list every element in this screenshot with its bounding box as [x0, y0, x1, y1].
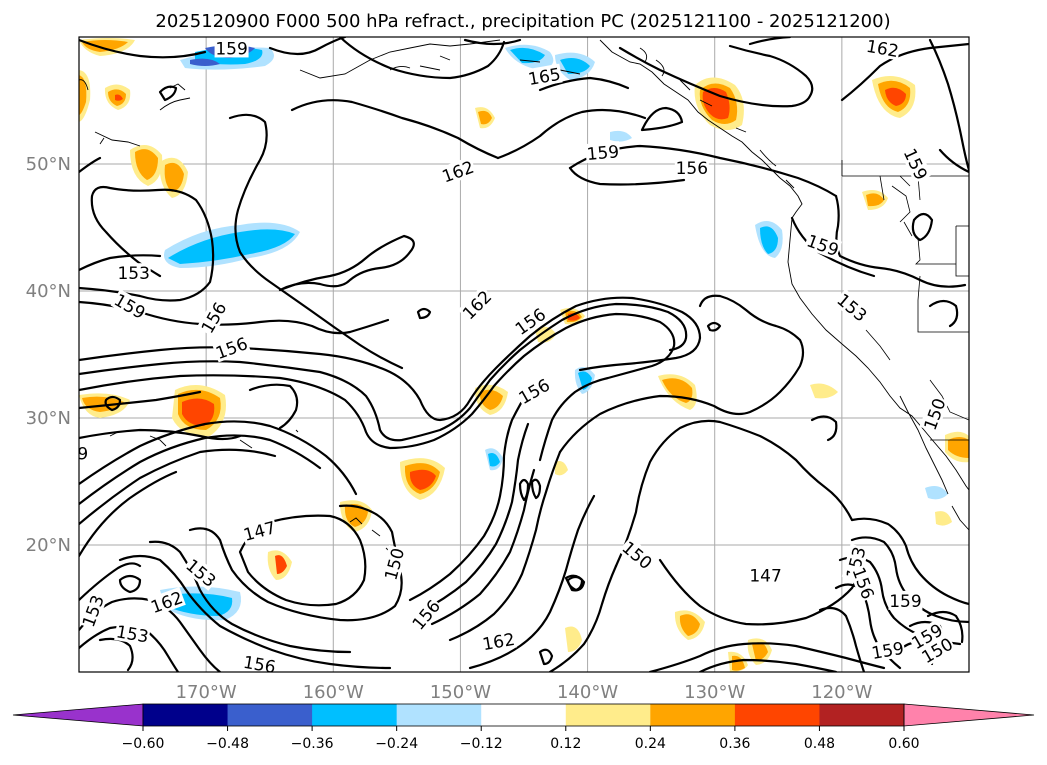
contour-label: 162: [864, 37, 902, 62]
latitude-labels: 50°N 40°N 30°N 20°N: [26, 154, 71, 556]
contour-label: 156: [241, 651, 279, 678]
contour-label-text: 147: [749, 566, 781, 586]
contour-label-background: [114, 621, 151, 646]
colorbar-tick-label: −0.60: [122, 736, 165, 752]
contour-label-background: [240, 516, 279, 545]
contour-label-background: [147, 586, 186, 617]
colorbar-tick-label: 0.60: [888, 736, 919, 752]
contour-label-background: [525, 63, 563, 89]
colorbar-cell: [650, 704, 736, 726]
contour-label-background: [748, 565, 783, 585]
contour-label-background: [864, 37, 902, 61]
contour-label-background: [917, 633, 957, 667]
contour-label-background: [212, 332, 251, 363]
contour-label-text: 9: [77, 445, 88, 465]
contour-label: 159: [869, 637, 906, 664]
colorbar-tick-label: 0.24: [635, 736, 666, 752]
contour-label-background: [510, 303, 550, 339]
colorbar-extend-high: [903, 703, 1035, 727]
lat-tick-label: 30°N: [26, 408, 71, 429]
colorbar-tick-label: −0.36: [291, 736, 334, 752]
contour-label-background: [79, 443, 90, 463]
colorbar-extend-low: [12, 703, 144, 727]
colorbar-tick-label: 0.48: [804, 736, 835, 752]
contour-label-background: [514, 374, 554, 408]
contour-label-text: 156: [676, 159, 708, 179]
colorbar-cell: [227, 704, 313, 726]
contour-label-text: 153: [117, 264, 149, 284]
contour-label-background: [196, 297, 231, 337]
colorbar-cell: [396, 704, 482, 726]
contour-label-text: 159: [586, 142, 620, 165]
contour-label-background: [457, 285, 496, 324]
contour-label-background: [803, 230, 843, 260]
contour-label-text: 159: [889, 592, 921, 612]
contour-label: 153: [116, 263, 151, 284]
contour-label-background: [241, 651, 279, 672]
lat-tick-label: 40°N: [26, 281, 71, 302]
contour-label-text: 156: [242, 653, 277, 678]
colorbar-cell: [819, 704, 905, 726]
contour-label-background: [618, 536, 657, 573]
contour-label-background: [888, 590, 923, 610]
contour-label-background: [438, 156, 477, 186]
contour-label-background: [480, 628, 517, 654]
lat-tick-label: 20°N: [26, 535, 71, 556]
contour-label-background: [182, 554, 221, 591]
colorbar-tick-label: 0.12: [550, 736, 581, 752]
lon-tick-label: 150°W: [430, 682, 491, 703]
contour-label-background: [380, 545, 408, 583]
contour-label: 159: [585, 141, 621, 165]
contour-label-background: [907, 619, 947, 653]
contour-label-background: [674, 157, 709, 177]
contour-label-background: [585, 141, 621, 164]
lon-tick-label: 120°W: [811, 682, 872, 703]
colorbar-cell: [565, 704, 651, 726]
lon-tick-label: 160°W: [303, 682, 364, 703]
contour-label: 159: [214, 38, 249, 59]
colorbar: −0.60 −0.48 −0.36 −0.24 −0.12 0.12 0.24 0.36 0.4…: [12, 703, 1035, 752]
colorbar-cell: [312, 704, 398, 726]
figure-title: 2025120900 F000 500 hPa refract., precip…: [155, 11, 890, 32]
colorbar-tick-label: −0.12: [460, 736, 503, 752]
contour-label-background: [214, 38, 249, 58]
contour-label: 159: [888, 590, 923, 612]
contour-label-background: [900, 144, 932, 184]
contour-label-text: 159: [215, 39, 247, 59]
contour-label: 147: [748, 565, 783, 586]
contour-label-background: [407, 595, 444, 634]
colorbar-tick-label: −0.48: [206, 736, 249, 752]
contour-label-background: [116, 263, 151, 283]
coastlines: [79, 0, 969, 552]
colorbar-cell: [481, 704, 567, 726]
lon-tick-label: 130°W: [684, 682, 745, 703]
gridlines: [79, 37, 969, 672]
colorbar-frame: [142, 703, 905, 727]
colorbar-tick-label: −0.24: [375, 736, 418, 752]
contour-label: 9: [77, 443, 90, 465]
lon-tick-label: 140°W: [557, 682, 618, 703]
contour-label-background: [849, 563, 879, 603]
contour-label-background: [869, 637, 906, 663]
contour-label: 156: [212, 332, 251, 364]
lat-tick-label: 50°N: [26, 154, 71, 175]
contour-label-background: [110, 289, 150, 323]
contour-label-background: [833, 288, 872, 326]
contour-label: 156: [674, 157, 709, 179]
colorbar-cell: [734, 704, 820, 726]
map-frame: [78, 36, 970, 673]
lon-tick-label: 170°W: [176, 682, 237, 703]
contour-label-background: [919, 394, 949, 434]
longitude-labels: 170°W 160°W 150°W 140°W 130°W 120°W: [176, 682, 873, 703]
contour-label-background: [79, 591, 108, 631]
colorbar-tick-label: 0.36: [719, 736, 750, 752]
colorbar-cell: [143, 704, 229, 726]
contour-label: 159: [899, 144, 932, 184]
